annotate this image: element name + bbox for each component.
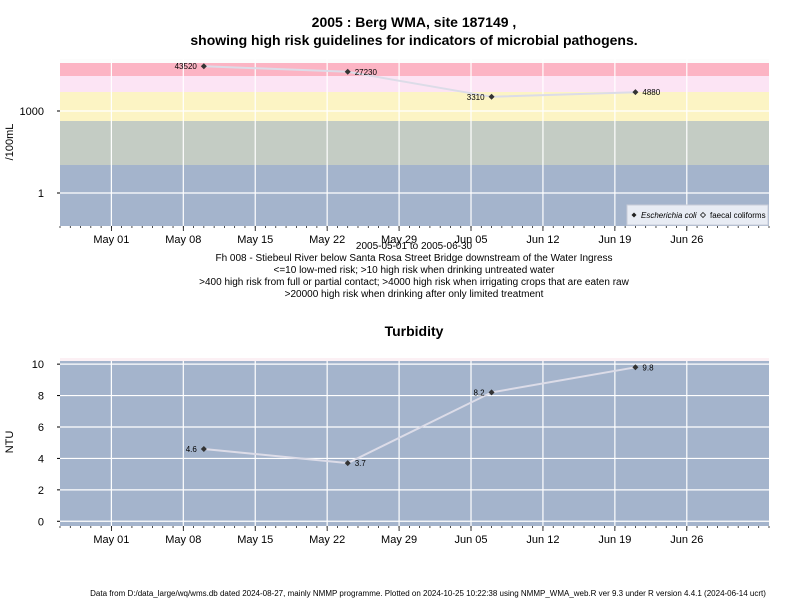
band-limited-treatment: [60, 63, 769, 76]
data-point: [344, 68, 351, 75]
y-tick-label: 8: [38, 391, 44, 403]
x-axis-label: 2005-05-01 to 2005-06-30: [356, 241, 473, 252]
y-tick-label: 4: [38, 453, 44, 465]
x-tick-label: Jun 12: [526, 234, 559, 246]
guideline-note-3: >20000 high risk when drinking after onl…: [285, 289, 544, 300]
ecoli-series: 43520 27230 3310 4880: [175, 62, 661, 102]
x-tick-label: Jun 26: [670, 534, 703, 546]
ecoli-x-ticks: May 01 May 08 May 15 May 22 May 29 Jun 05 Jun …: [59, 226, 770, 246]
x-tick-label: May 29: [381, 534, 417, 546]
x-tick-label: May 01: [93, 234, 129, 246]
x-tick-label: May 29: [381, 234, 417, 246]
data-point: [632, 89, 639, 96]
band-top: [60, 59, 769, 63]
turbidity-y-axis: 0 2 4 6 8 10: [32, 359, 60, 528]
legend: Escherichia coli faecal coliforms: [626, 204, 769, 226]
band-irrigation: [60, 92, 769, 121]
guideline-note-2: >400 high risk from full or partial cont…: [199, 277, 629, 288]
turbidity-y-axis-label: NTU: [4, 431, 16, 454]
turbidity-plot-area: [60, 361, 769, 526]
y-tick-label: 10: [32, 359, 44, 371]
legend-marker-faecal: [699, 211, 707, 219]
x-tick-label: May 01: [93, 534, 129, 546]
data-point: [344, 460, 351, 467]
data-label: 43520: [175, 62, 198, 71]
y-tick-label-1: 1: [38, 188, 44, 200]
data-label: 9.8: [642, 363, 654, 372]
data-label: 4880: [642, 88, 660, 97]
x-tick-label: Jun 19: [598, 234, 631, 246]
y-tick-label: 2: [38, 485, 44, 497]
ecoli-chart: May 01 May 08 May 15 May 22 May 29 Jun 05 Jun …: [4, 59, 770, 300]
x-tick-label: Jun 05: [454, 234, 487, 246]
x-tick-label: May 15: [237, 534, 273, 546]
chart-title-line1: 2005 : Berg WMA, site 187149 ,: [312, 14, 517, 30]
turbidity-top-strip: [60, 358, 769, 361]
y-axis-label: /100mL: [4, 124, 16, 161]
data-label: 3.7: [355, 459, 367, 468]
data-point: [632, 364, 639, 371]
data-point: [488, 389, 495, 396]
footer-note: Data from D:/data_large/wq/wms.db dated …: [90, 589, 766, 598]
x-tick-label: May 08: [165, 234, 201, 246]
turbidity-x-ticks: May 01 May 08 May 15 May 22 May 29 Jun 05 Jun …: [59, 526, 770, 546]
turbidity-title: Turbidity: [385, 323, 444, 339]
ecoli-grid: [60, 59, 769, 226]
x-tick-label: Jun 26: [670, 234, 703, 246]
legend-marker-ecoli: [631, 212, 637, 218]
guideline-note-1: <=10 low-med risk; >10 high risk when dr…: [274, 265, 556, 276]
x-tick-label: Jun 12: [526, 534, 559, 546]
data-label: 4.6: [186, 445, 198, 454]
data-point: [200, 63, 207, 70]
data-point: [200, 446, 207, 452]
y-tick-label: 0: [38, 516, 44, 528]
x-tick-label: May 22: [309, 234, 345, 246]
legend-label-faecal: faecal coliforms: [710, 211, 766, 220]
y-tick-label: 6: [38, 422, 44, 434]
legend-box: [626, 204, 769, 226]
x-tick-label: May 22: [309, 534, 345, 546]
site-description: Fh 008 - Stiebeul River below Santa Rosa…: [215, 253, 612, 264]
x-tick-label: Jun 19: [598, 534, 631, 546]
data-label: 27230: [355, 68, 378, 77]
data-point: [488, 93, 495, 100]
legend-label-ecoli: Escherichia coli: [641, 211, 697, 220]
chart-title-line2: showing high risk guidelines for indicat…: [190, 32, 637, 48]
band-mid-risk: [60, 121, 769, 165]
series-line: [203, 366, 636, 465]
series-line: [203, 65, 636, 98]
y-tick-label-1000: 1000: [20, 106, 44, 118]
data-label: 3310: [467, 93, 485, 102]
data-label: 8.2: [473, 388, 485, 397]
turbidity-grid: [60, 361, 769, 526]
x-tick-label: May 15: [237, 234, 273, 246]
x-tick-label: Jun 05: [454, 534, 487, 546]
turbidity-series: 4.6 3.7 8.2 9.8: [186, 363, 654, 468]
x-tick-label: May 08: [165, 534, 201, 546]
